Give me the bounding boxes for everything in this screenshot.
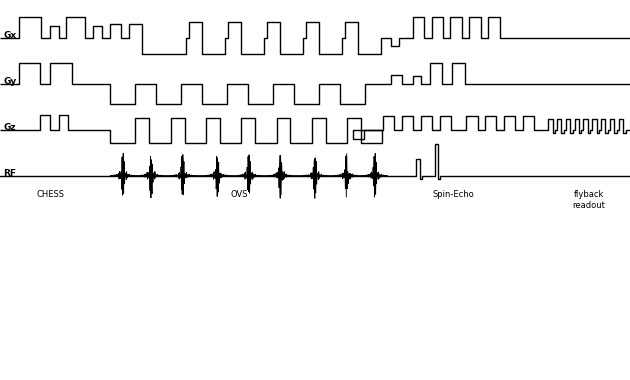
Text: Spin-Echo: Spin-Echo (433, 190, 474, 199)
Text: flyback
readout: flyback readout (573, 190, 605, 210)
Text: OVS: OVS (231, 190, 248, 199)
Text: RF: RF (3, 169, 16, 178)
Text: Gy: Gy (3, 77, 16, 86)
Text: Gx: Gx (3, 31, 16, 40)
Text: CHESS: CHESS (37, 190, 64, 199)
Text: Gz: Gz (3, 123, 16, 132)
